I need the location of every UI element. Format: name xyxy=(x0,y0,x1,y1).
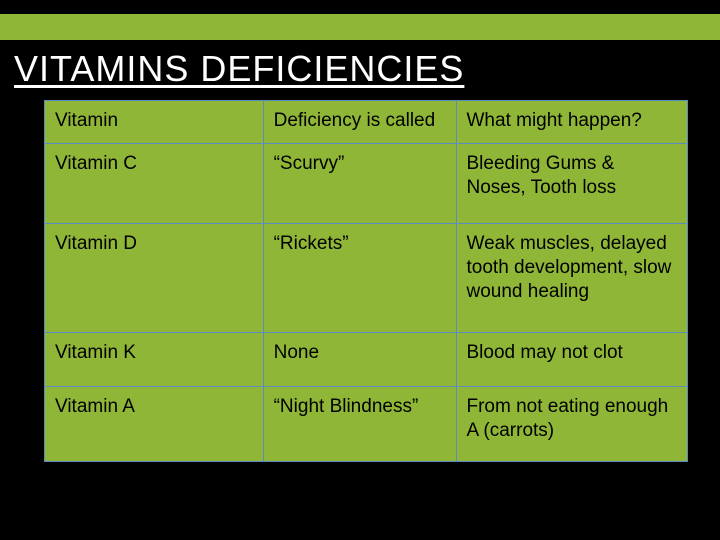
col-header-vitamin: Vitamin xyxy=(45,101,264,144)
cell-deficiency: None xyxy=(263,332,456,387)
table-row: Vitamin K None Blood may not clot xyxy=(45,332,688,387)
table-row: Vitamin A “Night Blindness” From not eat… xyxy=(45,387,688,462)
cell-vitamin: Vitamin K xyxy=(45,332,264,387)
cell-deficiency: “Scurvy” xyxy=(263,143,456,224)
table-container: Vitamin Deficiency is called What might … xyxy=(0,100,720,462)
cell-vitamin: Vitamin C xyxy=(45,143,264,224)
cell-effect: Blood may not clot xyxy=(456,332,688,387)
cell-effect: Bleeding Gums & Noses, Tooth loss xyxy=(456,143,688,224)
cell-deficiency: “Night Blindness” xyxy=(263,387,456,462)
cell-effect: From not eating enough A (carrots) xyxy=(456,387,688,462)
cell-effect: Weak muscles, delayed tooth development,… xyxy=(456,224,688,332)
table-header-row: Vitamin Deficiency is called What might … xyxy=(45,101,688,144)
cell-vitamin: Vitamin D xyxy=(45,224,264,332)
accent-stripe xyxy=(0,0,720,40)
page-title: VITAMINS DEFICIENCIES xyxy=(0,40,720,100)
cell-vitamin: Vitamin A xyxy=(45,387,264,462)
table-row: Vitamin C “Scurvy” Bleeding Gums & Noses… xyxy=(45,143,688,224)
col-header-deficiency: Deficiency is called xyxy=(263,101,456,144)
table-row: Vitamin D “Rickets” Weak muscles, delaye… xyxy=(45,224,688,332)
cell-deficiency: “Rickets” xyxy=(263,224,456,332)
vitamins-table: Vitamin Deficiency is called What might … xyxy=(44,100,688,462)
col-header-effect: What might happen? xyxy=(456,101,688,144)
